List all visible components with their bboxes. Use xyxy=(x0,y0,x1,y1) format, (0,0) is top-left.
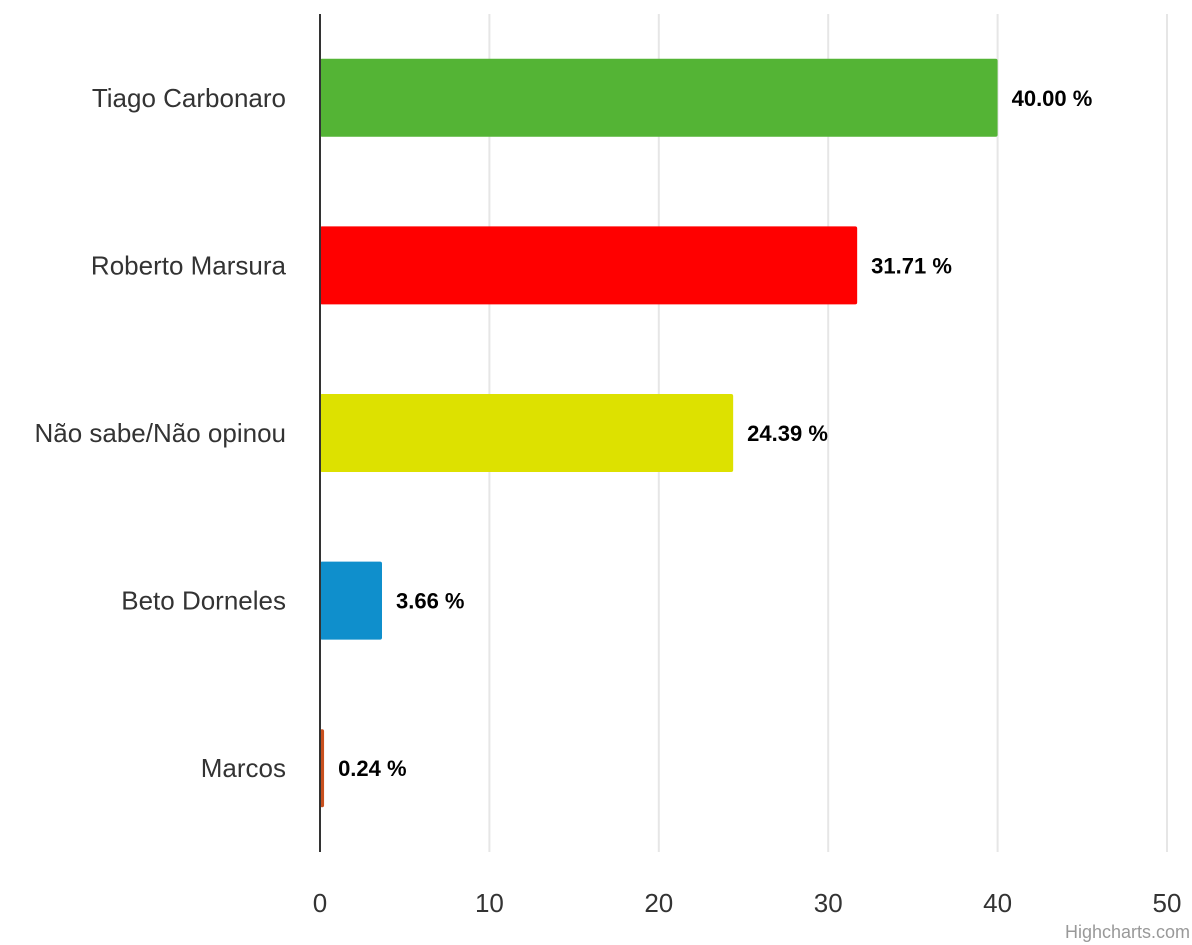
x-axis-tick-labels: 0 10 20 30 40 50 xyxy=(313,888,1182,918)
category-label-4: Marcos xyxy=(201,753,286,783)
x-tick-label-2: 20 xyxy=(644,888,673,918)
category-label-2: Não sabe/Não opinou xyxy=(34,418,286,448)
data-label-4: 0.24 % xyxy=(338,756,407,781)
data-labels: 40.00 % 31.71 % 24.39 % 3.66 % 0.24 % xyxy=(338,86,1092,781)
x-tick-label-0: 0 xyxy=(313,888,327,918)
x-tick-label-5: 50 xyxy=(1153,888,1182,918)
x-tick-label-1: 10 xyxy=(475,888,504,918)
data-label-0: 40.00 % xyxy=(1012,86,1093,111)
grid-lines xyxy=(488,14,1168,852)
x-tick-label-3: 30 xyxy=(814,888,843,918)
credits-link[interactable]: Highcharts.com xyxy=(1065,922,1190,942)
bar-2[interactable] xyxy=(320,394,734,472)
data-label-1: 31.71 % xyxy=(871,253,952,278)
x-tick-label-4: 40 xyxy=(983,888,1012,918)
bars xyxy=(320,58,998,808)
bar-3[interactable] xyxy=(320,561,383,640)
category-label-3: Beto Dorneles xyxy=(121,586,286,616)
category-label-0: Tiago Carbonaro xyxy=(92,83,286,113)
data-label-3: 3.66 % xyxy=(396,589,465,614)
category-labels: Tiago Carbonaro Roberto Marsura Não sabe/N… xyxy=(34,83,286,783)
bar-1[interactable] xyxy=(320,226,858,305)
category-label-1: Roberto Marsura xyxy=(91,250,287,280)
data-label-2: 24.39 % xyxy=(747,421,828,446)
bar-4[interactable] xyxy=(320,729,325,808)
bar-0[interactable] xyxy=(320,58,998,137)
